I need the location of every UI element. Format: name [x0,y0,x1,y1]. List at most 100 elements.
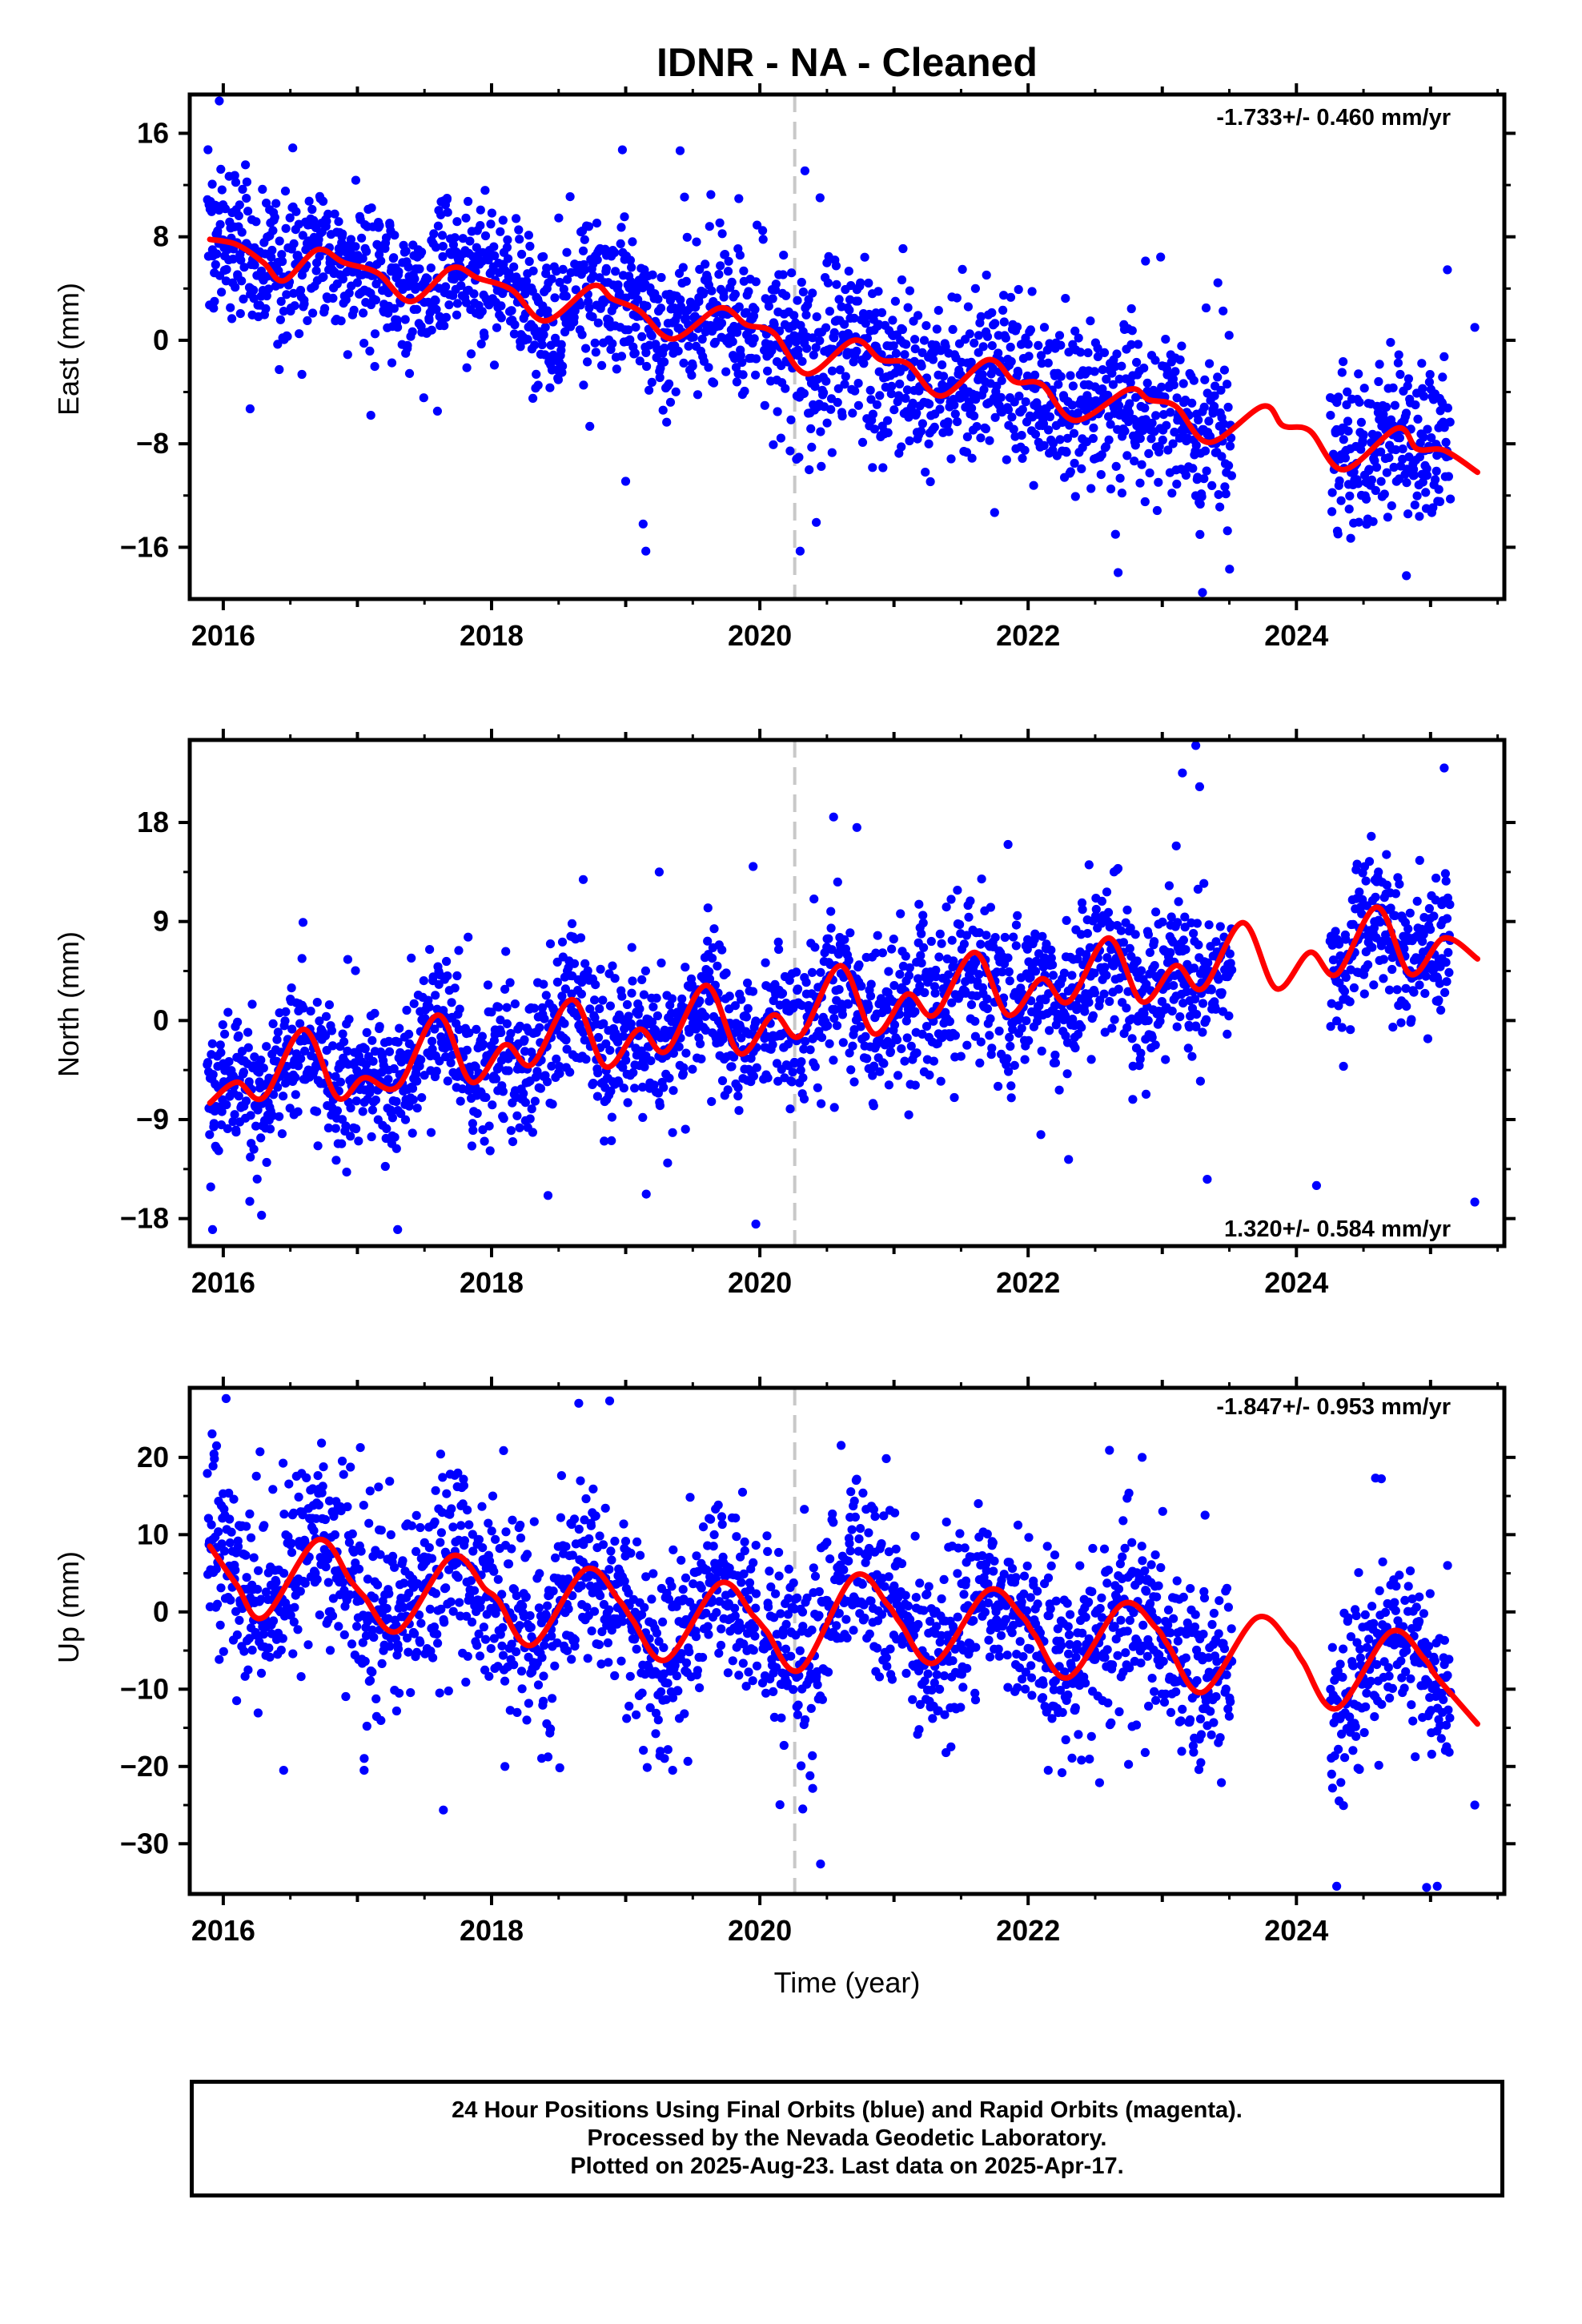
data-point [1066,467,1075,476]
data-point [663,1158,673,1168]
data-point [853,400,863,410]
data-point [466,349,476,359]
data-point [834,985,844,995]
data-point [483,980,493,990]
data-point [910,1080,920,1090]
data-point [1384,452,1394,463]
data-point [443,207,452,217]
data-point [404,263,413,272]
data-point [866,979,876,989]
data-point [412,1104,422,1113]
data-point [1393,358,1403,368]
data-point [701,259,710,269]
data-point [489,242,499,251]
data-point [1194,940,1203,950]
data-point [885,1047,895,1056]
data-point [306,1007,315,1016]
data-point [1219,365,1229,375]
data-point [714,270,724,279]
data-point [1039,440,1049,451]
east-data-points [203,96,1480,597]
data-point [1023,340,1033,349]
data-point [1013,911,1022,920]
data-point [673,346,683,356]
data-point [343,955,352,964]
data-point [1088,1011,1098,1020]
data-point [906,1041,916,1051]
data-point [628,1068,638,1077]
data-point [319,272,328,282]
data-point [873,931,882,940]
data-point [605,1045,615,1055]
data-point [1078,905,1087,915]
data-point [1044,425,1054,435]
data-point [1420,988,1430,999]
data-point [1102,374,1111,384]
data-point [375,221,384,231]
data-point [833,397,842,408]
data-point [228,254,238,264]
data-point [222,1100,231,1110]
data-point [577,977,587,987]
data-point [1403,381,1412,391]
data-point [904,971,913,980]
data-point [502,243,512,252]
data-point [849,1077,859,1087]
data-point [618,1063,628,1072]
data-point [998,305,1008,315]
data-point [358,1107,367,1116]
data-point [313,1471,323,1481]
data-point [1429,911,1439,921]
data-point [406,1688,416,1698]
data-point [593,1068,603,1078]
data-point [808,333,817,343]
data-point [509,262,519,271]
data-point [1114,984,1123,994]
data-point [611,267,620,276]
data-point [737,1033,746,1043]
data-point [228,1117,238,1127]
data-point [734,1106,744,1116]
data-point [207,1224,218,1234]
data-point [265,1652,275,1662]
data-point [1426,925,1435,935]
data-point [743,978,753,988]
data-point [853,296,862,306]
data-point [1022,944,1032,954]
data-point [561,292,571,301]
data-point [1122,1023,1132,1032]
data-point [400,315,410,324]
data-point [921,1022,932,1031]
data-point [387,358,397,368]
data-point [529,1003,540,1013]
data-point [389,304,399,313]
data-point [807,442,817,452]
data-point [472,1024,481,1034]
data-point [267,1111,277,1120]
data-point [797,277,806,287]
data-point [1403,924,1413,934]
data-point [1157,382,1166,392]
data-point [1100,963,1110,972]
data-point [942,903,951,912]
data-point [676,295,685,304]
data-point [1443,403,1452,413]
data-point [627,263,636,272]
data-point [1415,855,1424,865]
data-point [620,212,629,222]
data-point [635,356,644,366]
data-point [1109,961,1118,971]
data-point [539,251,548,262]
data-point [307,204,317,215]
data-point [967,404,977,413]
data-point [367,1667,377,1677]
data-point [1050,1001,1059,1011]
data-point [452,310,462,320]
data-point [1354,369,1363,379]
data-point [830,1004,840,1015]
data-point [458,234,468,243]
data-point [1331,927,1340,936]
data-point [1202,466,1211,476]
data-point [697,1054,706,1063]
